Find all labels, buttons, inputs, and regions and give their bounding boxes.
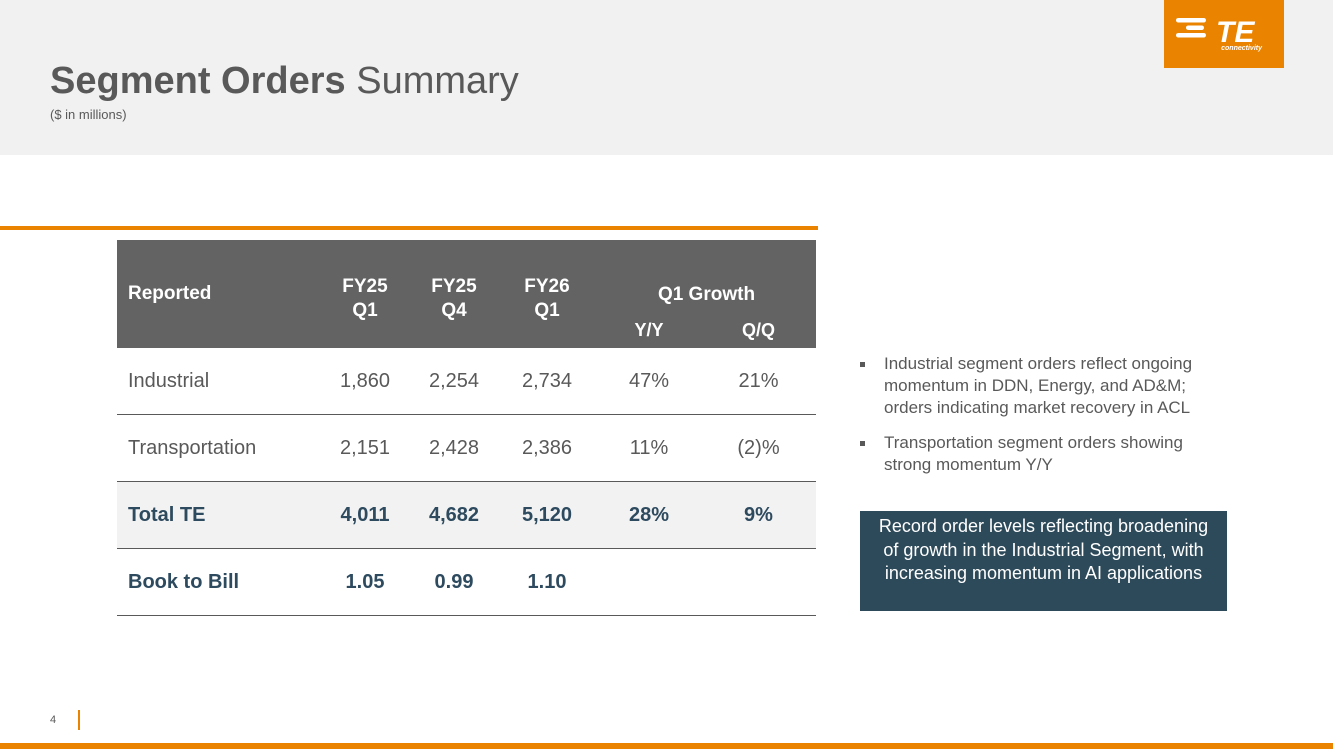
cell-value: (2)% (701, 414, 816, 482)
footer-accent-bar (0, 743, 1333, 749)
header-band: Segment Orders Summary ($ in millions) (0, 0, 1333, 155)
page-title-bold: Segment Orders (50, 60, 346, 102)
bullet-square-icon (860, 441, 865, 446)
cell-value: 9% (701, 481, 816, 549)
cell-value: 2,386 (497, 414, 597, 482)
col-header-reported: Reported (117, 240, 319, 348)
logo-tagline: connectivity (1221, 45, 1262, 52)
callout-box: Record order levels reflecting broadenin… (860, 511, 1227, 611)
col-header-year: FY25 (431, 276, 477, 297)
accent-rule (0, 226, 818, 230)
cell-value: 2,254 (411, 348, 497, 415)
col-header-quarter: Q1 (534, 300, 560, 321)
row-label: Industrial (117, 348, 319, 415)
page-subtitle: ($ in millions) (50, 107, 127, 122)
col-header-fy25-q1: FY25 Q1 (319, 240, 411, 348)
cell-value: 5,120 (497, 481, 597, 549)
bullet-item: Industrial segment orders reflect ongoin… (860, 353, 1230, 419)
row-label: Total TE (117, 481, 319, 549)
table-row-transportation: Transportation 2,151 2,428 2,386 11% (2)… (117, 414, 816, 482)
cell-value: 21% (701, 348, 816, 415)
page-title-regular: Summary (356, 60, 519, 102)
cell-value: 4,011 (319, 481, 411, 549)
cell-value (701, 548, 816, 616)
cell-value: 1.10 (497, 548, 597, 616)
cell-value: 28% (597, 481, 701, 549)
col-header-q1-growth: Q1 Growth (597, 240, 816, 312)
bullet-text: Transportation segment orders showing st… (884, 433, 1183, 474)
row-label: Transportation (117, 414, 319, 482)
col-header-year: FY26 (524, 276, 570, 297)
col-header-fy26-q1: FY26 Q1 (497, 240, 597, 348)
segment-orders-table: Reported FY25 Q1 FY25 Q4 FY26 Q1 Q1 Growth … (117, 240, 816, 616)
table-header-row: Reported FY25 Q1 FY25 Q4 FY26 Q1 Q1 Growth (117, 240, 816, 348)
cell-value (597, 548, 701, 616)
col-header-fy25-q4: FY25 Q4 (411, 240, 497, 348)
cell-value: 2,734 (497, 348, 597, 415)
cell-value: 2,428 (411, 414, 497, 482)
cell-value: 11% (597, 414, 701, 482)
col-header-qq: Q/Q (701, 312, 816, 348)
logo-text: TE (1216, 16, 1255, 49)
bullet-text: Industrial segment orders reflect ongoin… (884, 354, 1193, 417)
page-title: Segment Orders Summary (50, 60, 519, 103)
table-subheader-row: Y/Y Q/Q (117, 312, 816, 348)
col-header-yy: Y/Y (597, 312, 701, 348)
commentary-bullets: Industrial segment orders reflect ongoin… (860, 353, 1230, 489)
page-number-divider (78, 710, 80, 730)
row-label: Book to Bill (117, 548, 319, 616)
bullet-square-icon (860, 362, 865, 367)
cell-value: 2,151 (319, 414, 411, 482)
te-logo-icon: TE (1176, 16, 1255, 49)
cell-value: 0.99 (411, 548, 497, 616)
cell-value: 47% (597, 348, 701, 415)
col-header-quarter: Q1 (352, 300, 378, 321)
col-header-year: FY25 (342, 276, 388, 297)
table-row-total-te: Total TE 4,011 4,682 5,120 28% 9% (117, 481, 816, 549)
cell-value: 4,682 (411, 481, 497, 549)
table-row-book-to-bill: Book to Bill 1.05 0.99 1.10 (117, 548, 816, 616)
cell-value: 1.05 (319, 548, 411, 616)
table-row-industrial: Industrial 1,860 2,254 2,734 47% 21% (117, 348, 816, 415)
page-number: 4 (50, 714, 57, 726)
cell-value: 1,860 (319, 348, 411, 415)
bullet-item: Transportation segment orders showing st… (860, 432, 1230, 476)
col-header-quarter: Q4 (441, 300, 467, 321)
te-logo: TE connectivity (1164, 0, 1284, 68)
